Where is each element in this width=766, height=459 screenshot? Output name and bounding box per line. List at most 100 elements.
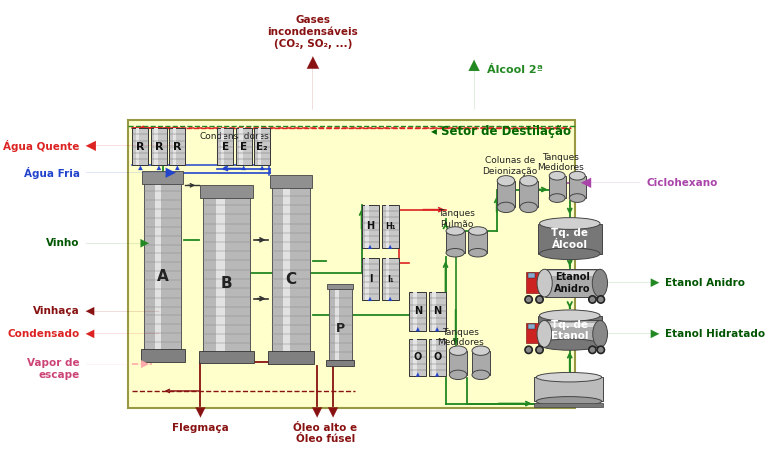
Text: N: N — [414, 306, 422, 316]
Bar — [272, 186, 310, 353]
Bar — [326, 360, 354, 366]
Text: Tq. de
Álcool: Tq. de Álcool — [552, 228, 588, 250]
Ellipse shape — [536, 372, 601, 382]
Ellipse shape — [593, 320, 607, 347]
Bar — [413, 339, 417, 376]
Bar — [535, 403, 604, 407]
Text: E₂: E₂ — [257, 142, 268, 152]
Bar — [257, 128, 261, 165]
Bar — [201, 185, 253, 198]
Circle shape — [597, 296, 604, 303]
Bar — [385, 205, 389, 248]
Text: Etanol Hidratado: Etanol Hidratado — [666, 329, 765, 339]
Bar — [545, 323, 600, 327]
Bar — [528, 273, 535, 278]
Circle shape — [538, 297, 542, 302]
Bar — [381, 258, 399, 300]
Ellipse shape — [472, 370, 489, 380]
Ellipse shape — [569, 171, 585, 180]
Bar — [449, 351, 467, 375]
Circle shape — [525, 346, 532, 353]
Bar — [169, 128, 185, 165]
Ellipse shape — [537, 320, 552, 347]
Ellipse shape — [520, 202, 538, 213]
Text: R: R — [136, 142, 145, 152]
Bar — [203, 196, 250, 353]
Bar — [335, 288, 339, 361]
Text: Etanol
Anidro: Etanol Anidro — [554, 272, 591, 294]
Bar — [413, 292, 417, 330]
Circle shape — [526, 348, 531, 352]
Text: R: R — [173, 142, 182, 152]
Ellipse shape — [446, 248, 464, 257]
Text: Ciclohexano: Ciclohexano — [647, 178, 719, 188]
Bar — [433, 339, 436, 376]
Text: Tanques
Medidores: Tanques Medidores — [537, 153, 584, 173]
Bar — [526, 323, 538, 343]
Bar — [365, 205, 369, 248]
Bar — [429, 292, 446, 330]
Text: I₁: I₁ — [388, 275, 394, 284]
Ellipse shape — [539, 218, 600, 230]
Bar — [538, 224, 601, 254]
Bar — [283, 186, 290, 353]
Bar — [410, 339, 426, 376]
Ellipse shape — [446, 227, 464, 235]
Text: E: E — [240, 142, 247, 152]
Bar — [410, 292, 426, 330]
Bar — [538, 316, 601, 345]
Text: H: H — [366, 221, 375, 231]
Circle shape — [588, 296, 596, 303]
Bar — [526, 272, 538, 293]
Bar — [496, 181, 516, 207]
Text: Óleo alto e
Óleo fúsel: Óleo alto e Óleo fúsel — [293, 423, 358, 444]
Bar — [239, 128, 243, 165]
Text: ◂ Setor de Destilação: ◂ Setor de Destilação — [431, 125, 571, 138]
Circle shape — [535, 346, 543, 353]
Text: Condensadores: Condensadores — [200, 132, 270, 141]
Bar — [362, 258, 379, 300]
Bar — [472, 351, 490, 375]
Text: N: N — [433, 306, 441, 316]
Text: Água Fria: Água Fria — [24, 167, 80, 179]
Ellipse shape — [520, 176, 538, 186]
Text: H₁: H₁ — [385, 222, 396, 231]
Bar — [365, 258, 369, 300]
Bar — [329, 288, 352, 361]
Ellipse shape — [592, 269, 607, 297]
Text: Gases
incondensáveis
(CO₂, SO₂, ...): Gases incondensáveis (CO₂, SO₂, ...) — [267, 15, 358, 49]
Text: C: C — [286, 272, 296, 286]
Bar — [221, 128, 224, 165]
Text: Flegmaça: Flegmaça — [172, 423, 229, 433]
Bar — [268, 351, 314, 364]
Ellipse shape — [536, 397, 601, 406]
Bar — [433, 292, 436, 330]
Text: Tanques
Medidores: Tanques Medidores — [437, 328, 484, 347]
Bar — [133, 128, 149, 165]
Bar — [198, 351, 254, 363]
Bar — [519, 181, 538, 207]
Text: Vapor de
escape: Vapor de escape — [27, 358, 80, 380]
Bar — [270, 175, 313, 189]
Bar — [569, 176, 586, 198]
Circle shape — [535, 296, 543, 303]
Text: Água Quente: Água Quente — [3, 140, 80, 152]
Bar — [468, 231, 487, 253]
Ellipse shape — [497, 176, 515, 186]
Ellipse shape — [469, 227, 487, 235]
Text: Colunas de
Deionização: Colunas de Deionização — [483, 157, 538, 176]
Text: Tanques
Pulmão: Tanques Pulmão — [438, 209, 475, 229]
Text: A: A — [157, 269, 169, 284]
Circle shape — [525, 296, 532, 303]
Bar — [142, 171, 183, 185]
Text: E: E — [221, 142, 229, 152]
Text: O: O — [414, 353, 422, 363]
Circle shape — [599, 348, 603, 352]
Text: Álcool 2ª: Álcool 2ª — [487, 65, 544, 75]
Ellipse shape — [469, 248, 487, 257]
Bar — [429, 339, 446, 376]
Bar — [545, 271, 600, 276]
Circle shape — [599, 297, 603, 302]
Text: R: R — [155, 142, 163, 152]
Bar — [545, 320, 600, 347]
